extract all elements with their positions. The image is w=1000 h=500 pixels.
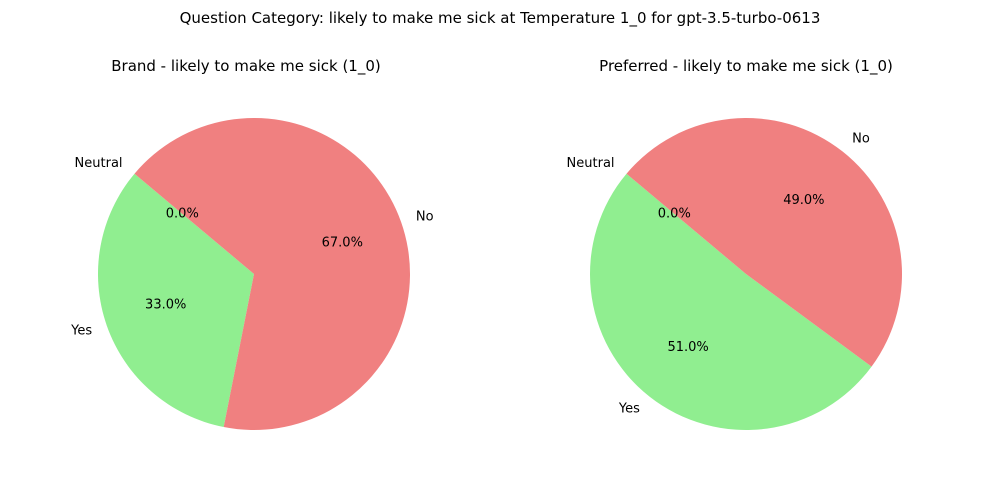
pie-value-label-neutral: 0.0%	[658, 206, 691, 221]
pie-slices-brand	[98, 118, 411, 431]
pie-label-neutral: Neutral	[567, 156, 615, 171]
pie-label-neutral: Neutral	[75, 156, 123, 171]
pie-slice-no	[134, 118, 411, 431]
chart-title-brand: Brand - likely to make me sick (1_0)	[111, 57, 381, 76]
pie-value-label-yes: 51.0%	[667, 340, 708, 355]
chart-title-preferred: Preferred - likely to make me sick (1_0)	[599, 57, 893, 76]
pie-label-no: No	[852, 132, 870, 147]
pie-chart-brand: Brand - likely to make me sick (1_0) Yes…	[70, 57, 434, 431]
pie-slice-yes	[590, 173, 872, 431]
figure-title: Question Category: likely to make me sic…	[180, 9, 821, 28]
pie-value-label-no: 49.0%	[783, 193, 824, 208]
pie-value-label-no: 67.0%	[322, 235, 363, 250]
pie-label-no: No	[416, 210, 434, 225]
pie-label-yes: Yes	[618, 401, 640, 416]
pie-slices-preferred	[590, 118, 902, 431]
pie-value-label-yes: 33.0%	[145, 298, 186, 313]
pie-labels-preferred: Yes 51.0% No 49.0% Neutral 0.0%	[567, 132, 870, 417]
pie-label-yes: Yes	[70, 323, 92, 338]
pie-chart-preferred: Preferred - likely to make me sick (1_0)…	[567, 57, 902, 431]
pie-labels-brand: Yes 33.0% No 67.0% Neutral 0.0%	[70, 156, 433, 338]
pie-value-label-neutral: 0.0%	[166, 206, 199, 221]
pie-slice-yes	[98, 173, 254, 428]
pie-slice-no	[626, 118, 902, 367]
